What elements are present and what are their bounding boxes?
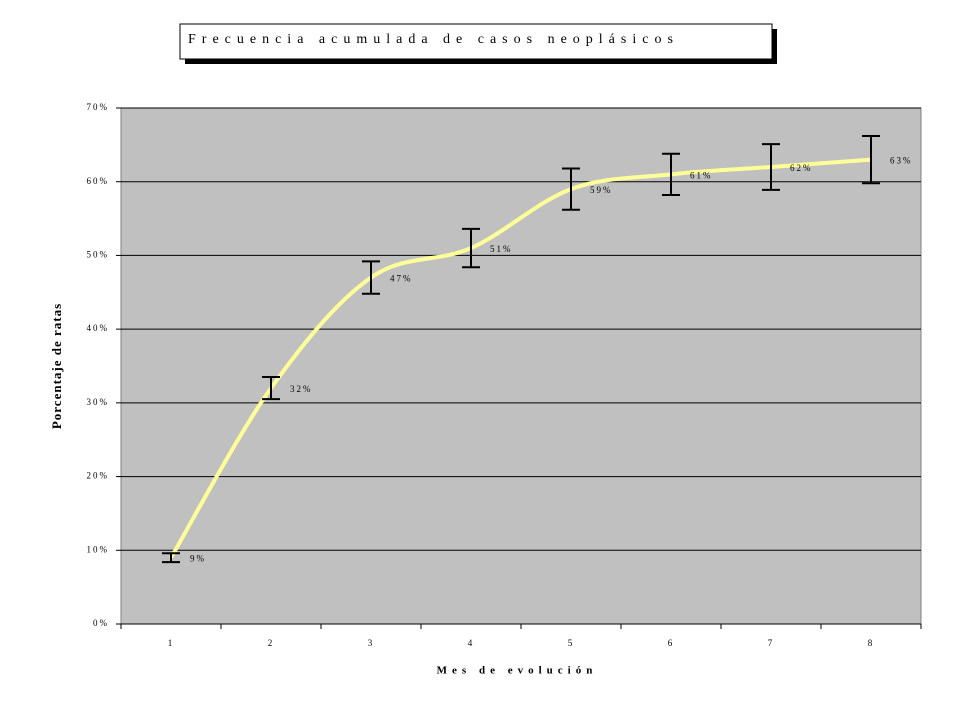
data-label: 63% xyxy=(890,156,913,166)
data-label: 9% xyxy=(190,554,206,564)
data-label: 59% xyxy=(590,185,613,195)
data-label: 47% xyxy=(390,274,413,284)
error-bar xyxy=(362,260,380,295)
error-bar xyxy=(762,143,780,191)
error-bar xyxy=(862,135,880,185)
y-tick-label: 50% xyxy=(87,249,110,259)
x-tick-label: 1 xyxy=(168,638,175,648)
x-tick-label: 8 xyxy=(868,638,875,648)
chart-title: Frecuencia acumulada de casos neoplásico… xyxy=(188,32,679,47)
title-box xyxy=(179,23,773,60)
x-tick-label: 6 xyxy=(668,638,675,648)
x-tick-label: 7 xyxy=(768,638,775,648)
y-tick-label: 10% xyxy=(87,544,110,554)
error-bar xyxy=(162,552,180,564)
plot-area xyxy=(120,107,922,625)
data-label: 62% xyxy=(790,163,813,173)
x-tick-label: 4 xyxy=(468,638,475,648)
x-tick-label: 5 xyxy=(568,638,575,648)
error-bar xyxy=(262,376,280,401)
y-tick-label: 40% xyxy=(87,323,110,333)
y-tick-label: 60% xyxy=(87,176,110,186)
error-bar xyxy=(462,227,480,269)
y-tick-label: 20% xyxy=(87,471,110,481)
y-tick-label: 30% xyxy=(87,397,110,407)
y-tick-label: 0% xyxy=(93,618,109,628)
data-label: 51% xyxy=(490,244,513,254)
data-label: 61% xyxy=(690,170,713,180)
y-tick-label: 70% xyxy=(87,102,110,112)
y-axis-label: Porcentaje de ratas xyxy=(49,303,64,429)
x-tick-label: 3 xyxy=(368,638,375,648)
error-bar xyxy=(562,167,580,211)
error-bar xyxy=(662,152,680,196)
data-label: 32% xyxy=(290,384,313,394)
x-axis-label: Mes de evolución xyxy=(437,665,598,677)
x-tick-label: 2 xyxy=(268,638,275,648)
